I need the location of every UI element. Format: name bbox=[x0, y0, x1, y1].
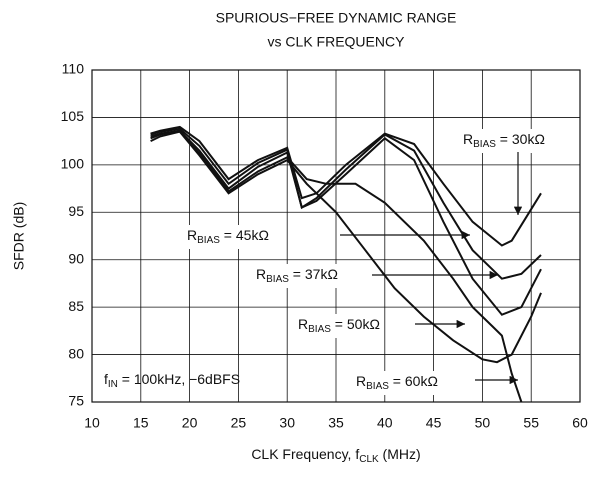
annotation: RBIAS = 60kΩ bbox=[356, 373, 438, 392]
annotation-sub: BIAS bbox=[266, 274, 289, 285]
y-tick-label: 110 bbox=[62, 61, 85, 77]
annotation-rest: = 100kHz, −6dBFS bbox=[118, 371, 240, 387]
annotation-sub: BIAS bbox=[366, 381, 389, 392]
annotation-rest: = 50kΩ bbox=[331, 316, 380, 332]
annotation-sub: BIAS bbox=[473, 139, 496, 150]
x-tick-label: 25 bbox=[231, 415, 247, 431]
annotation-main: R bbox=[256, 266, 266, 282]
x-tick-label: 45 bbox=[426, 415, 442, 431]
annotation-sub: BIAS bbox=[197, 235, 220, 246]
data-line bbox=[150, 129, 523, 402]
annotation-rest: = 60kΩ bbox=[389, 373, 438, 389]
annotation-bg bbox=[353, 371, 441, 395]
x-tick-label: 55 bbox=[523, 415, 539, 431]
annotation-main: R bbox=[463, 131, 473, 147]
annotation-sub: IN bbox=[108, 379, 118, 390]
annotation-bg bbox=[184, 225, 272, 249]
plot-frame bbox=[91, 69, 581, 403]
data-line bbox=[150, 127, 542, 280]
y-tick-label: 80 bbox=[68, 345, 84, 361]
x-axis-label-sub: CLK bbox=[359, 454, 379, 465]
annotation-bg bbox=[253, 264, 341, 288]
x-tick-label: 15 bbox=[133, 415, 149, 431]
x-tick-label: 20 bbox=[182, 415, 198, 431]
annotation-rest: = 45kΩ bbox=[220, 227, 269, 243]
data-line bbox=[150, 129, 542, 316]
annotation: RBIAS = 45kΩ bbox=[187, 227, 269, 246]
x-axis-label-rest: (MHz) bbox=[379, 446, 421, 462]
x-tick-label: 60 bbox=[572, 415, 588, 431]
y-tick-label: 90 bbox=[68, 250, 84, 266]
x-tick-label: 40 bbox=[377, 415, 393, 431]
annotation-bg bbox=[460, 129, 548, 153]
x-axis-label: CLK Frequency, fCLK (MHz) bbox=[251, 446, 420, 465]
annotation-rest: = 37kΩ bbox=[289, 266, 338, 282]
y-tick-label: 105 bbox=[61, 108, 85, 124]
chart-title: SPURIOUS−FREE DYNAMIC RANGE bbox=[216, 10, 457, 26]
annotation: RBIAS = 37kΩ bbox=[256, 266, 338, 285]
y-tick-label: 75 bbox=[68, 393, 84, 409]
x-tick-label: 50 bbox=[475, 415, 491, 431]
y-axis-label: SFDR (dB) bbox=[11, 202, 27, 270]
annotation-sub: BIAS bbox=[308, 324, 331, 335]
annotation-main: R bbox=[187, 227, 197, 243]
x-tick-label: 30 bbox=[279, 415, 295, 431]
annotation: fIN = 100kHz, −6dBFS bbox=[104, 371, 240, 390]
annotation-rest: = 30kΩ bbox=[496, 131, 545, 147]
x-axis-label-main: CLK Frequency, f bbox=[251, 446, 359, 462]
annotation-main: R bbox=[298, 316, 308, 332]
annotation-main: f bbox=[104, 371, 108, 387]
y-tick-label: 85 bbox=[68, 298, 84, 314]
annotation-bg bbox=[295, 314, 383, 338]
annotation-main: R bbox=[356, 373, 366, 389]
y-tick-label: 95 bbox=[68, 203, 84, 219]
x-tick-label: 10 bbox=[84, 415, 100, 431]
annotation: RBIAS = 50kΩ bbox=[298, 316, 380, 335]
y-tick-label: 100 bbox=[61, 156, 85, 172]
annotation: RBIAS = 30kΩ bbox=[463, 131, 545, 150]
x-tick-label: 35 bbox=[328, 415, 344, 431]
data-line bbox=[150, 130, 542, 364]
chart-title: vs CLK FREQUENCY bbox=[268, 34, 406, 50]
